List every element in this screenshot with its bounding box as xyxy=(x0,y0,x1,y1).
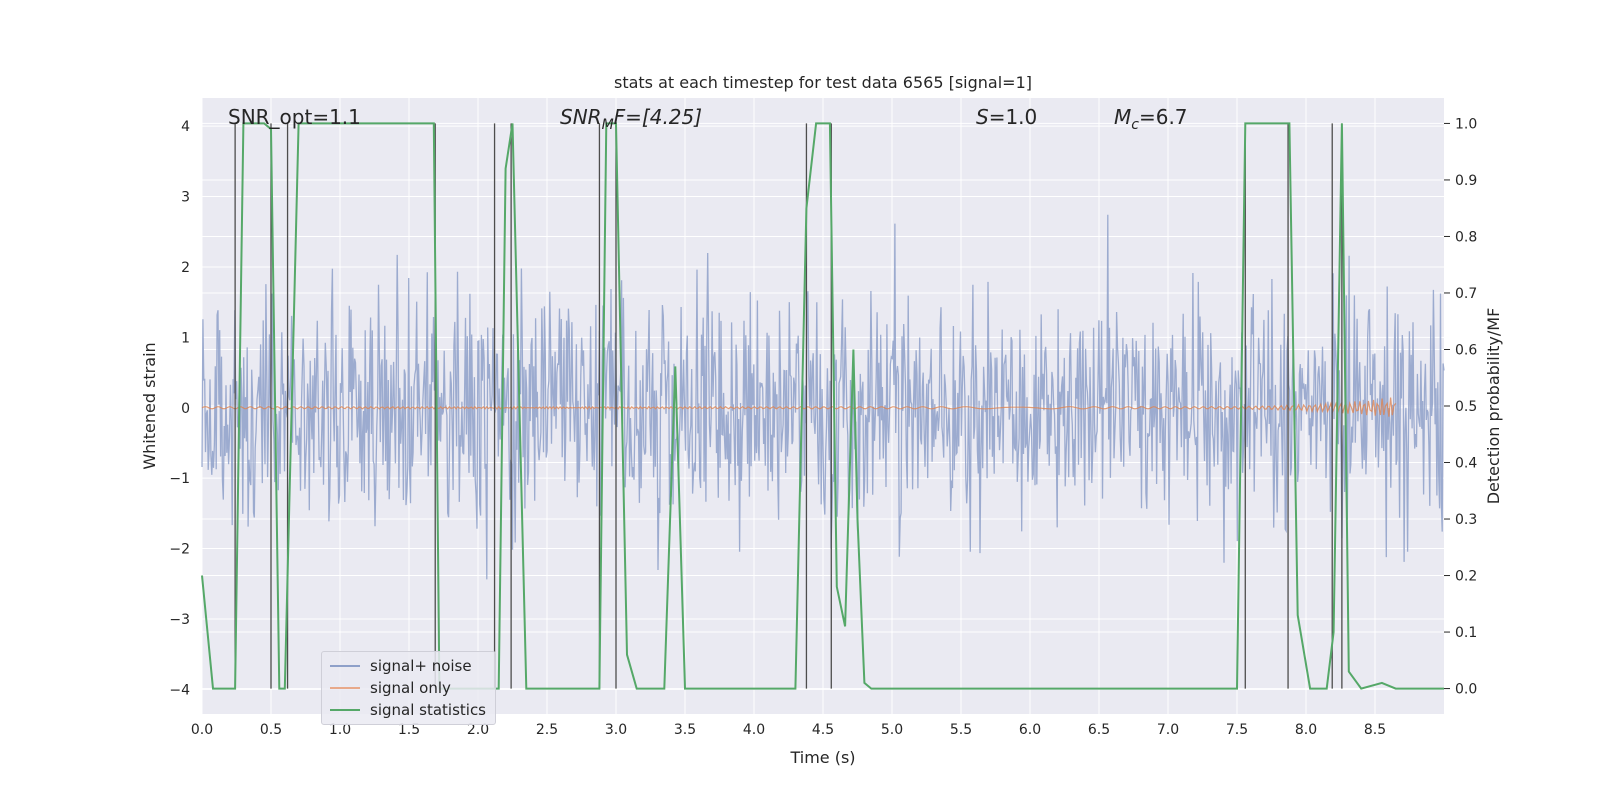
y-right-axis-label: Detection probability/MF xyxy=(1484,308,1503,505)
y-right-tick-label: 0.9 xyxy=(1455,173,1477,189)
y-right-tick-label: 0.8 xyxy=(1455,229,1477,245)
y-tick-label: 3 xyxy=(181,190,190,206)
y-right-tick-label: 0.5 xyxy=(1455,399,1477,415)
x-tick-label: 7.0 xyxy=(1157,722,1179,738)
x-tick-label: 5.5 xyxy=(950,722,972,738)
series-signal-only xyxy=(201,397,1397,417)
x-tick-label: 1.5 xyxy=(398,722,420,738)
annotation-snr-opt: SNR_opt=1.1 xyxy=(228,105,361,129)
x-tick-label: 6.5 xyxy=(1088,722,1110,738)
y-right-tick-label: 0.4 xyxy=(1455,456,1477,472)
legend-label: signal only xyxy=(370,679,451,697)
y-axis-label: Whitened strain xyxy=(140,342,159,469)
annotation-snr-mf: SNRMF=[4.25] xyxy=(560,105,702,133)
legend-item-signal-plus-noise: signal+ noise xyxy=(330,656,472,676)
noise-trace xyxy=(201,214,1445,580)
series-signal-plus-noise xyxy=(201,214,1445,580)
chart-title: stats at each timestep for test data 656… xyxy=(614,73,1032,92)
x-axis-label: Time (s) xyxy=(789,748,855,767)
x-tick-label: 3.0 xyxy=(605,722,627,738)
annotation-mc: Mc=6.7 xyxy=(1114,105,1188,133)
x-tick-label: 4.0 xyxy=(743,722,765,738)
x-tick-label: 2.0 xyxy=(467,722,489,738)
legend-label: signal+ noise xyxy=(370,657,472,675)
signal-trace xyxy=(201,397,1397,417)
x-tick-label: 7.5 xyxy=(1226,722,1248,738)
y-right-tick-label: 0.7 xyxy=(1455,286,1477,302)
legend-swatch-green xyxy=(330,709,360,711)
y-tick-label: −4 xyxy=(169,682,190,698)
x-tick-label: 8.5 xyxy=(1364,722,1386,738)
ticks: 0.0 0.5 1.0 1.5 2.0 2.5 3.0 3.5 4.0 4.5 5.0 5.5 6.0 6… xyxy=(169,116,1477,738)
x-tick-label: 3.5 xyxy=(674,722,696,738)
x-tick-label: 2.5 xyxy=(536,722,558,738)
series-signal-statistics xyxy=(201,122,1444,690)
legend-swatch-blue xyxy=(330,665,360,667)
x-tick-label: 6.0 xyxy=(1019,722,1041,738)
annotation-s: S=1.0 xyxy=(976,105,1037,129)
y-right-tick-label: 0.6 xyxy=(1455,342,1477,358)
y-tick-label: −3 xyxy=(169,612,190,628)
legend-item-signal-only: signal only xyxy=(330,678,451,698)
y-right-tick-label: 1.0 xyxy=(1455,116,1477,132)
x-tick-label: 8.0 xyxy=(1295,722,1317,738)
y-right-tick-label: 0.0 xyxy=(1455,682,1477,698)
y-right-tick-label: 0.3 xyxy=(1455,512,1477,528)
y-tick-label: −2 xyxy=(169,542,190,558)
y-right-tick-label: 0.1 xyxy=(1455,625,1477,641)
y-right-tick-label: 0.2 xyxy=(1455,569,1477,585)
legend-item-signal-statistics: signal statistics xyxy=(330,700,486,720)
statistics-line xyxy=(201,122,1444,690)
x-tick-label: 0.0 xyxy=(191,722,213,738)
y-tick-label: −1 xyxy=(169,471,190,487)
y-tick-label: 2 xyxy=(181,260,190,276)
legend: signal+ noise signal only signal statist… xyxy=(321,651,496,725)
legend-swatch-orange xyxy=(330,687,360,689)
x-tick-label: 0.5 xyxy=(260,722,282,738)
x-tick-label: 1.0 xyxy=(329,722,351,738)
x-tick-label: 4.5 xyxy=(812,722,834,738)
y-tick-label: 0 xyxy=(181,401,190,417)
x-tick-label: 5.0 xyxy=(881,722,903,738)
legend-label: signal statistics xyxy=(370,701,487,719)
y-tick-label: 1 xyxy=(181,330,190,346)
y-tick-label: 4 xyxy=(181,119,190,135)
